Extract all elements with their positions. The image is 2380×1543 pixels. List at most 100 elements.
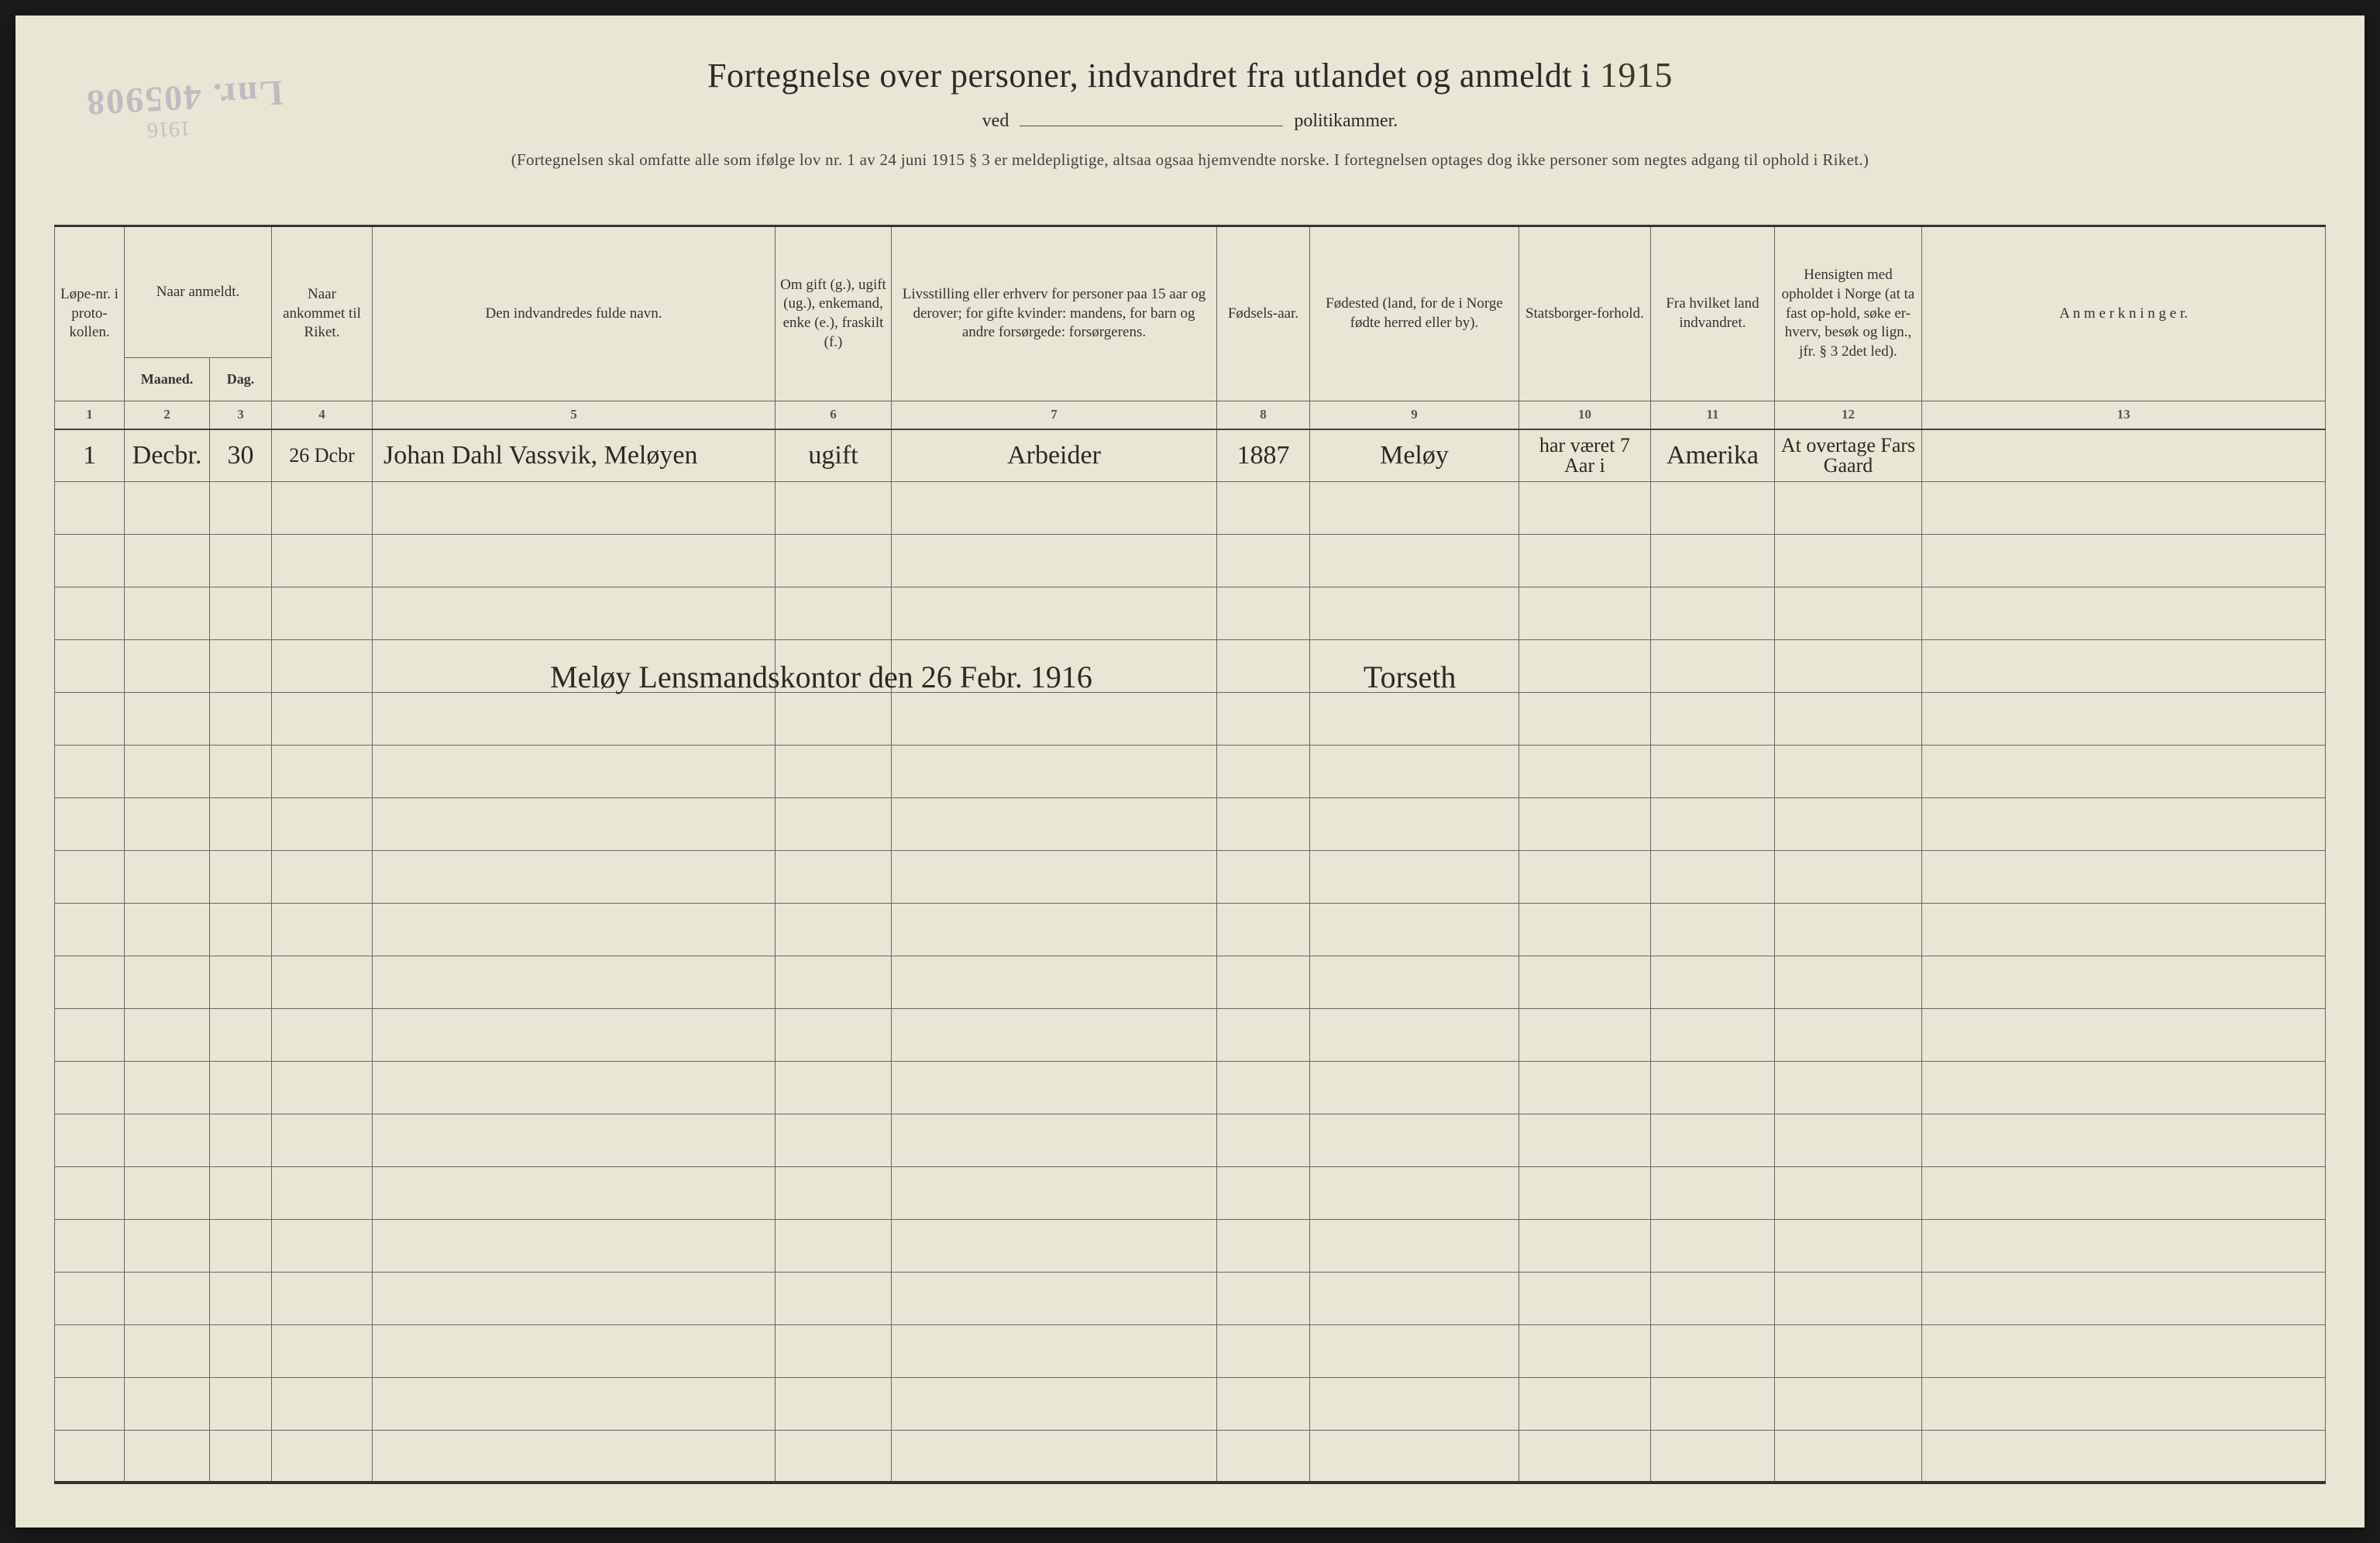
blank-cell [1519,746,1651,798]
blank-cell [1519,1114,1651,1167]
blank-cell [1775,1062,1922,1114]
blank-cell [1519,1009,1651,1062]
ledger-body: 1 Decbr. 30 26 Dcbr Johan Dahl Vassvik, … [55,429,2326,1483]
colnum: 6 [776,401,892,429]
blank-cell [1651,693,1775,746]
blank-cell [1651,1431,1775,1483]
blank-cell [1519,587,1651,640]
blank-cell [1775,956,1922,1009]
blank-cell [1651,1325,1775,1378]
blank-cell [125,1062,210,1114]
blank-cell [776,1220,892,1273]
blank-cell [210,1378,272,1431]
blank-cell [1310,798,1519,851]
blank-cell [1310,535,1519,587]
blank-cell [1519,640,1651,693]
blank-cell [272,851,373,904]
col-fodested: Fødested (land, for de i Norge fødte her… [1310,226,1519,401]
blank-cell [373,1167,776,1220]
blank-cell [55,587,125,640]
blank-cell [1217,1220,1310,1273]
blank-cell [1519,1062,1651,1114]
blank-cell [776,956,892,1009]
blank-cell [373,1009,776,1062]
blank-cell [210,1062,272,1114]
table-row-blank [55,640,2326,693]
blank-cell [125,1167,210,1220]
blank-cell [1651,1009,1775,1062]
blank-cell [55,482,125,535]
blank-cell [1651,1378,1775,1431]
blank-cell [1519,798,1651,851]
blank-cell [1310,851,1519,904]
blank-cell [125,1009,210,1062]
blank-cell [1217,1009,1310,1062]
colnum: 8 [1217,401,1310,429]
blank-cell [210,904,272,956]
blank-cell [1310,1273,1519,1325]
blank-cell [1922,587,2326,640]
blank-cell [1310,1167,1519,1220]
bottom-rule [54,1481,2326,1484]
blank-cell [125,693,210,746]
blank-cell [1922,640,2326,693]
blank-cell [272,640,373,693]
blank-cell [776,904,892,956]
blank-cell [776,1273,892,1325]
table-row-blank [55,482,2326,535]
blank-cell [776,587,892,640]
table-row-blank [55,956,2326,1009]
blank-cell [892,1325,1217,1378]
blank-cell [210,851,272,904]
blank-cell [210,482,272,535]
blank-cell [1217,1062,1310,1114]
blank-cell [892,587,1217,640]
blank-cell [373,1273,776,1325]
blank-cell [210,1220,272,1273]
blank-cell [1519,851,1651,904]
blank-cell [55,1062,125,1114]
blank-cell [776,1431,892,1483]
blank-cell [373,1325,776,1378]
blank-cell [1519,482,1651,535]
blank-cell [892,1062,1217,1114]
blank-cell [1310,1220,1519,1273]
blank-cell [1519,1273,1651,1325]
cell-erhverv: Arbeider [892,429,1217,482]
blank-cell [892,693,1217,746]
blank-cell [1519,1378,1651,1431]
blank-cell [55,693,125,746]
colnum: 13 [1922,401,2326,429]
blank-cell [1519,956,1651,1009]
cell-anm [1922,429,2326,482]
blank-cell [1775,904,1922,956]
blank-cell [776,851,892,904]
cell-fra-land: Amerika [1651,429,1775,482]
table-row-blank [55,904,2326,956]
col-fodselsaar: Fødsels-aar. [1217,226,1310,401]
archive-stamp-year: 1916 [146,115,191,143]
cell-sivilstand: ugift [776,429,892,482]
blank-cell [373,1431,776,1483]
cell-fodested: Meløy [1310,429,1519,482]
blank-cell [272,1220,373,1273]
col-erhverv: Livsstilling eller erhverv for personer … [892,226,1217,401]
blank-cell [272,1378,373,1431]
blank-cell [776,1009,892,1062]
table-row-blank [55,1325,2326,1378]
blank-cell [1651,851,1775,904]
blank-cell [1922,851,2326,904]
blank-cell [1775,1114,1922,1167]
blank-cell [210,956,272,1009]
blank-cell [55,956,125,1009]
blank-cell [125,851,210,904]
blank-cell [1310,1325,1519,1378]
cell-maaned: Decbr. [125,429,210,482]
colnum: 3 [210,401,272,429]
blank-cell [892,640,1217,693]
table-row-blank [55,851,2326,904]
blank-cell [1310,482,1519,535]
blank-cell [1217,956,1310,1009]
blank-cell [55,1273,125,1325]
col-fra-land: Fra hvilket land indvandret. [1651,226,1775,401]
